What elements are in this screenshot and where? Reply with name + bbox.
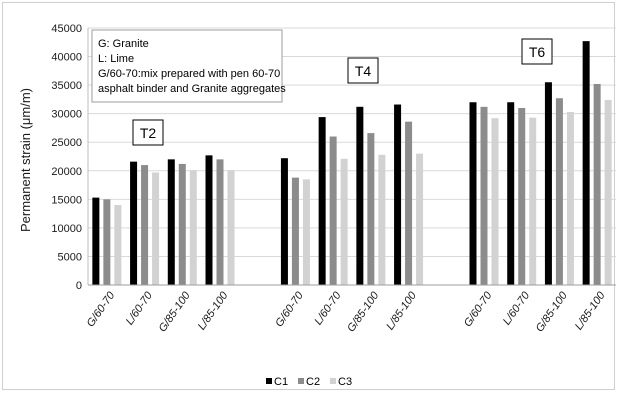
annotation-line: G: Granite (98, 38, 149, 50)
x-tick-label: G/60-70 (273, 289, 306, 329)
bar-c2 (593, 83, 601, 285)
x-tick-label: G/85-100 (157, 289, 194, 334)
group-label: T2 (140, 125, 157, 141)
legend: C1 C2 C3 (266, 376, 352, 388)
bar-c3 (302, 179, 310, 285)
bar-c1 (507, 102, 515, 285)
annotation-box: G: Granite L: Lime G/60-70:mix prepared wi… (91, 29, 286, 103)
group-label-box (347, 57, 379, 84)
axes (87, 28, 616, 286)
x-tick-label: L/60-70 (501, 289, 533, 327)
x-tick-label: L/85-100 (196, 289, 231, 332)
x-axis-category-labels: G/60-70 L/60-70 G/85-100 L/85-100 G/60-70 L/6… (85, 289, 608, 334)
bar-c1 (280, 158, 288, 285)
annotation-line: G/60-70:mix prepared with pen 60-70 (98, 68, 280, 80)
bar-c3 (566, 111, 574, 285)
bar-c2 (216, 159, 224, 285)
bar-c1 (544, 82, 552, 285)
chart-frame (2, 2, 615, 390)
bar-c1 (582, 41, 590, 285)
bar-c3 (152, 172, 160, 285)
bar-c3 (189, 170, 197, 285)
x-tick-label: L/85-100 (573, 289, 608, 332)
group-label-box (132, 119, 164, 146)
y-tick-label: 25000 (51, 137, 82, 149)
bar-c1 (394, 104, 402, 285)
bar-c2 (405, 121, 413, 285)
legend-label: C2 (306, 376, 320, 388)
y-axis-ticks: 0 5000 10000 15000 20000 25000 30000 35000 40000… (51, 23, 82, 292)
bar-c2 (555, 98, 563, 285)
y-tick-label: 40000 (51, 52, 82, 64)
bar-c2 (518, 107, 526, 285)
bar-c2 (291, 177, 299, 285)
y-axis-label: Permanent strain (μm/m) (18, 88, 33, 232)
group-label-box (521, 38, 553, 65)
y-tick-label: 15000 (51, 194, 82, 206)
group-labels: T2 T4 T6 (132, 38, 553, 146)
y-tick-label: 0 (76, 280, 82, 292)
legend-swatch-c2 (298, 378, 304, 384)
y-tick-label: 30000 (51, 109, 82, 121)
bar-c3 (604, 99, 612, 286)
y-tick-label: 45000 (51, 23, 82, 35)
bar-c2 (178, 163, 186, 285)
annotation-line: asphalt binder and Granite aggregates (98, 83, 286, 95)
y-tick-label: 20000 (51, 166, 82, 178)
legend-label: C1 (274, 376, 288, 388)
bar-c3 (416, 153, 424, 285)
legend-swatch-c1 (266, 378, 272, 384)
annotation-line: L: Lime (98, 53, 134, 65)
bar-c2 (103, 199, 111, 285)
bar-c3 (227, 170, 235, 285)
y-tick-label: 35000 (51, 80, 82, 92)
x-tick-label: G/60-70 (85, 289, 118, 329)
bars (92, 41, 612, 286)
bar-c2 (329, 136, 337, 285)
x-tick-label: G/85-100 (345, 289, 382, 334)
group-label: T6 (529, 44, 546, 60)
bar-c3 (378, 154, 386, 285)
bar-c2 (141, 165, 149, 285)
bar-c1 (167, 159, 175, 285)
bar-c1 (92, 197, 100, 285)
bar-c1 (318, 117, 326, 286)
bar-c1 (356, 106, 364, 286)
bar-c2 (480, 106, 488, 286)
annotation-frame (91, 29, 283, 103)
bar-c1 (469, 102, 477, 285)
y-tick-label: 5000 (58, 251, 82, 263)
x-tick-label: L/85-100 (384, 289, 419, 332)
bar-c2 (367, 133, 375, 285)
bar-c1 (205, 155, 213, 285)
bar-c3 (340, 158, 348, 285)
bar-c3 (491, 118, 499, 285)
bar-c3 (529, 117, 537, 285)
x-tick-label: G/85-100 (534, 289, 571, 334)
legend-label: C3 (338, 376, 352, 388)
x-tick-label: G/60-70 (462, 289, 495, 329)
x-tick-label: L/60-70 (312, 289, 344, 327)
y-tick-label: 10000 (51, 223, 82, 235)
bar-c3 (114, 205, 122, 285)
bar-c1 (130, 161, 138, 285)
group-label: T4 (355, 63, 372, 79)
legend-swatch-c3 (330, 378, 336, 384)
x-tick-label: L/60-70 (124, 289, 156, 327)
